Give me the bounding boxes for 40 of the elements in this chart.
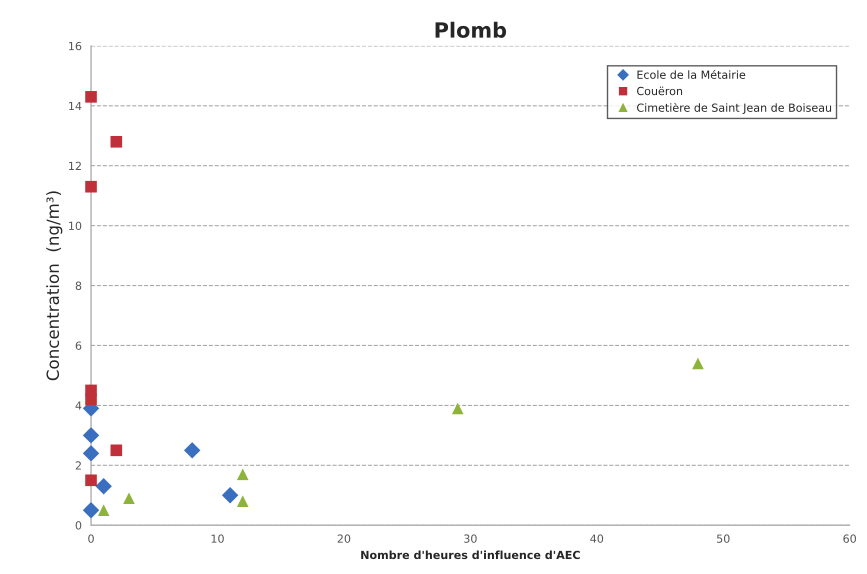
x-tick-label: 10	[212, 534, 224, 543]
chart-title: Plomb	[436, 22, 506, 38]
point	[95, 478, 112, 494]
x-tick-label: 0	[88, 534, 94, 543]
point	[110, 444, 122, 456]
y-tick-label: 2	[76, 461, 81, 470]
point	[452, 402, 464, 414]
point	[184, 442, 200, 459]
y-tick-label: 14	[69, 102, 82, 110]
x-tick-label: 50	[717, 534, 730, 543]
x-tick-label: 20	[338, 534, 350, 543]
point	[110, 136, 122, 148]
point	[82, 502, 100, 518]
legend-label: Cimetière de Saint Jean de Boiseau	[637, 102, 832, 114]
legend-label: Couëron	[637, 86, 682, 96]
point	[82, 445, 100, 462]
point	[236, 495, 249, 508]
point	[692, 358, 704, 370]
point	[123, 492, 135, 504]
y-axis-title: Concentration (ng/m³)	[46, 191, 62, 380]
x-axis-title: Nombre d'heures d'influence d'AEC	[361, 550, 580, 560]
x-tick-label: 60	[843, 534, 856, 543]
point	[85, 180, 97, 193]
point	[222, 487, 238, 504]
point	[85, 91, 97, 103]
y-tick-label: 0	[76, 521, 82, 530]
point	[85, 394, 97, 406]
point	[98, 504, 110, 516]
x-tick-label: 40	[590, 534, 604, 543]
y-tick-label: 16	[69, 42, 82, 50]
y-tick-label: 6	[76, 341, 82, 350]
y-tick-label: 12	[69, 162, 81, 170]
point	[236, 468, 249, 480]
y-tick-label: 4	[75, 402, 82, 410]
point	[85, 474, 97, 486]
point	[82, 427, 100, 444]
x-tick-label: 30	[464, 534, 477, 543]
y-tick-label: 8	[76, 282, 82, 290]
legend-label: Ecole de la Métairie	[637, 70, 746, 79]
y-tick-label: 10	[69, 222, 82, 230]
